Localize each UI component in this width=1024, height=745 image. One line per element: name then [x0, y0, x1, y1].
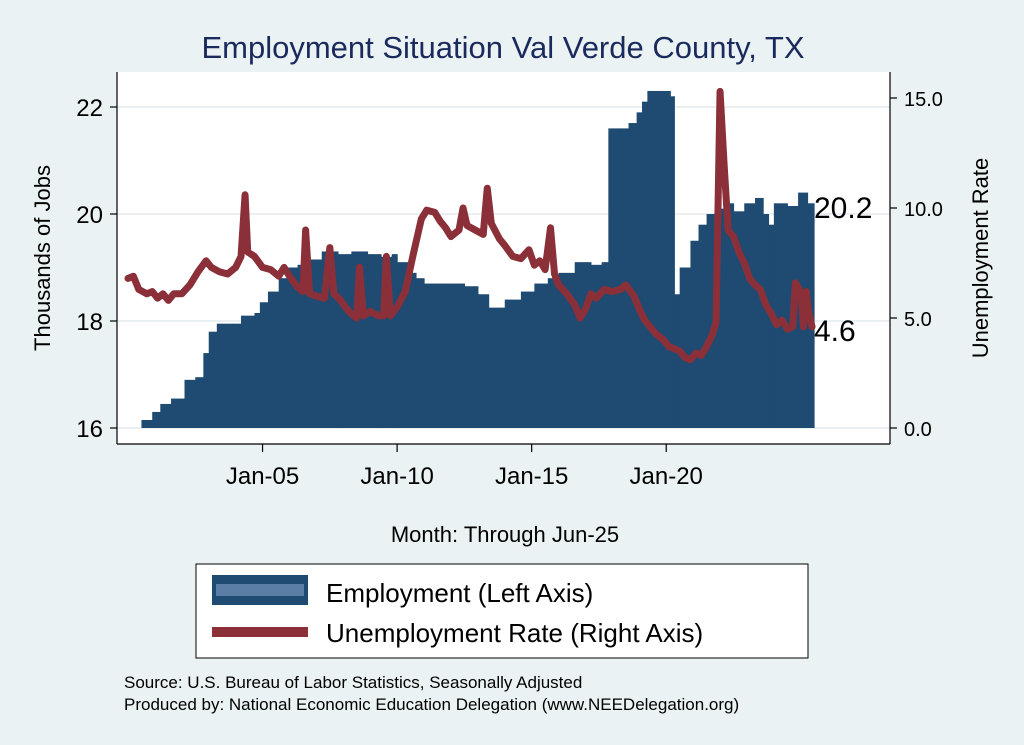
employment-bar: [608, 128, 622, 428]
unemployment-line: [124, 87, 816, 364]
employment-bar: [464, 286, 479, 428]
employment-bar: [241, 315, 256, 428]
left-tick-label: 18: [76, 309, 103, 336]
employment-bar: [380, 256, 393, 428]
employment-bar: [733, 211, 745, 428]
employment-bar: [450, 283, 465, 428]
unemployment-line-group: [124, 87, 816, 364]
employment-bar: [391, 254, 398, 429]
employment-bars: [141, 90, 815, 429]
employment-bar: [628, 123, 638, 429]
chart-title: Employment Situation Val Verde County, T…: [201, 30, 804, 65]
left-tick-label: 20: [76, 202, 103, 229]
legend: Employment (Left Axis) Unemployment Rate…: [195, 563, 809, 659]
employment-bar: [763, 214, 770, 428]
employment-bar: [773, 203, 788, 428]
employment-bar: [195, 377, 204, 428]
employment-bar: [574, 262, 592, 428]
employment-bar: [311, 259, 323, 428]
employment-bar: [397, 262, 409, 428]
employment-bar: [534, 283, 549, 428]
employment-bar: [698, 224, 708, 428]
employment-bar: [690, 240, 700, 428]
employment-bar: [286, 267, 299, 428]
legend-unemployment-label: Unemployment Rate (Right Axis): [326, 618, 703, 648]
employment-bar: [520, 291, 535, 428]
employment-bar: [647, 90, 659, 428]
right-tick-label: 5.0: [904, 309, 932, 331]
employment-bar: [670, 96, 675, 429]
employment-bar: [208, 331, 218, 428]
legend-employment-swatch-highlight: [216, 584, 304, 596]
employment-bar: [152, 411, 161, 428]
employment-bar: [674, 294, 681, 428]
x-axis-ticks: Jan-05 Jan-10 Jan-15 Jan-20: [226, 444, 703, 490]
employment-bar: [768, 224, 775, 428]
employment-bar: [642, 101, 648, 429]
employment-bar: [216, 323, 234, 428]
right-tick-label: 15.0: [904, 89, 943, 111]
source-note: Source: U.S. Bureau of Labor Statistics,…: [124, 673, 582, 692]
right-axis-title: Unemployment Rate: [968, 158, 993, 359]
employment-bar: [337, 254, 352, 429]
employment-bar: [297, 264, 312, 428]
employment-bar: [547, 278, 560, 428]
employment-bar: [590, 264, 603, 428]
x-tick-label: Jan-05: [226, 463, 299, 490]
employment-bar: [636, 112, 643, 428]
employment-bar: [424, 283, 452, 428]
employment-bar: [203, 353, 210, 428]
employment-bar: [504, 299, 522, 428]
left-axis-ticks: 16 18 20 22: [76, 95, 117, 443]
employment-bar: [601, 262, 609, 428]
employment-bar: [278, 278, 288, 428]
employment-end-label: 20.2: [814, 192, 872, 225]
employment-bar: [679, 267, 692, 428]
employment-bar: [232, 323, 242, 428]
employment-bar: [259, 302, 269, 428]
employment-bar: [488, 307, 506, 429]
employment-bar: [755, 197, 764, 428]
employment-bar: [184, 379, 196, 428]
x-tick-label: Jan-20: [630, 463, 703, 490]
employment-bar: [658, 90, 671, 428]
employment-bar: [706, 214, 716, 428]
left-axis-title: Thousands of Jobs: [30, 165, 55, 351]
right-tick-label: 10.0: [904, 199, 943, 221]
employment-bar: [714, 208, 727, 428]
employment-bar: [141, 419, 153, 428]
employment-bar: [477, 294, 490, 428]
employment-bar: [744, 203, 756, 428]
employment-bar: [171, 398, 186, 428]
employment-bar: [415, 278, 425, 428]
x-axis-title: Month: Through Jun-25: [391, 522, 619, 547]
employment-bar: [254, 312, 261, 428]
right-axis-ticks: 0.0 5.0 10.0 15.0: [890, 89, 943, 441]
x-tick-label: Jan-10: [360, 463, 433, 490]
employment-bar: [160, 403, 172, 428]
legend-employment-label: Employment (Left Axis): [326, 578, 593, 608]
employment-bar: [725, 203, 735, 428]
left-tick-label: 22: [76, 95, 103, 122]
employment-bar: [267, 291, 280, 428]
employment-bar: [558, 272, 576, 428]
x-tick-label: Jan-15: [495, 463, 568, 490]
employment-bar: [620, 128, 630, 428]
producer-note: Produced by: National Economic Education…: [124, 695, 739, 714]
left-tick-label: 16: [76, 416, 103, 443]
unemployment-end-label: 4.6: [814, 315, 856, 348]
employment-bar: [367, 254, 382, 429]
right-tick-label: 0.0: [904, 419, 932, 441]
employment-bar: [407, 272, 417, 428]
